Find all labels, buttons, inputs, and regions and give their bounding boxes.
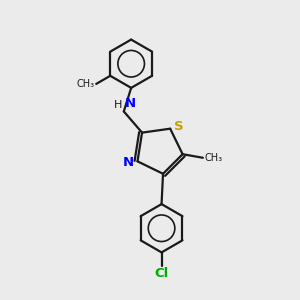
Text: Cl: Cl	[154, 267, 169, 280]
Text: CH₃: CH₃	[76, 80, 94, 89]
Text: N: N	[123, 156, 134, 169]
Text: S: S	[174, 120, 183, 133]
Text: CH₃: CH₃	[205, 153, 223, 163]
Text: H: H	[114, 100, 122, 110]
Text: N: N	[124, 97, 136, 110]
